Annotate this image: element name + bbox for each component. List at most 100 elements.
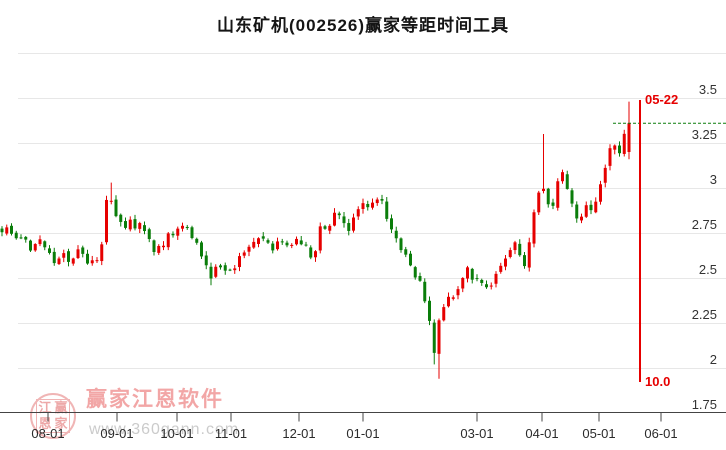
candle-body (176, 228, 180, 236)
candle-body (200, 242, 203, 257)
candle-body (513, 242, 517, 251)
price-tick-label: 3.5 (698, 82, 717, 97)
chart-title: 山东矿机(002526)赢家等距时间工具 (216, 16, 510, 35)
price-tick-label: 2.25 (691, 307, 717, 322)
watermark-url: www.360gann.com (89, 421, 240, 438)
candle-body (523, 255, 526, 267)
candle-body (109, 200, 113, 202)
candle-body (233, 268, 237, 271)
candle-body (195, 238, 199, 243)
candle-body (166, 233, 170, 248)
candle-body (238, 256, 241, 268)
candle-body (133, 219, 137, 229)
candle-body (209, 266, 213, 279)
candle-body (356, 209, 360, 217)
candle-body (347, 223, 351, 231)
candle-body (594, 201, 598, 213)
candle-body (266, 240, 270, 243)
candle-body (423, 281, 427, 302)
candle-body (24, 236, 28, 240)
candle-body (584, 205, 588, 217)
candle-body (337, 213, 341, 216)
candle-body (138, 223, 142, 229)
candle-body (124, 221, 127, 228)
candle-body (485, 284, 488, 288)
candle-body (409, 253, 412, 266)
candle-body (470, 268, 474, 280)
candle-body (380, 199, 384, 201)
candle-body (185, 226, 189, 229)
candle-body (5, 227, 9, 234)
candle-body (456, 289, 460, 296)
candle-body (128, 219, 132, 230)
candle-body (57, 258, 61, 265)
candle-body (48, 248, 51, 253)
month-tick-label: 11-01 (214, 426, 248, 441)
candle-body (38, 239, 42, 245)
candle-body (95, 260, 99, 262)
candle-body (494, 273, 498, 284)
month-tick-label: 12-01 (282, 426, 316, 441)
candle-body (518, 243, 522, 256)
candle-body (304, 244, 308, 246)
price-tick-label: 3 (709, 172, 717, 187)
candle-body (399, 238, 403, 251)
candle-body (252, 241, 256, 248)
candle-body (219, 265, 222, 268)
candle-body (204, 255, 208, 266)
month-tick-label: 05-01 (582, 426, 616, 441)
candle-body (299, 240, 303, 245)
price-tick-label: 2.5 (698, 262, 717, 277)
candle-body (105, 199, 108, 243)
candle-body (390, 218, 393, 230)
candle-body (466, 267, 469, 279)
price-tick-label: 1.75 (691, 397, 717, 412)
candle-body (608, 148, 612, 166)
candle-body (546, 188, 550, 205)
seal-char: 赢 (54, 400, 68, 415)
candle-body (214, 266, 218, 277)
candle-body (461, 277, 465, 289)
candle-body (323, 226, 327, 229)
month-tick-label: 09-01 (100, 426, 134, 441)
candle-body (0, 228, 4, 233)
candle-body (361, 203, 365, 209)
candle-body (290, 244, 294, 246)
seal-char: 江 (38, 400, 52, 415)
candle-body (333, 212, 336, 226)
candle-body (14, 232, 18, 239)
candle-body (242, 252, 246, 256)
candle-body (190, 227, 194, 239)
candle-body (527, 242, 531, 268)
candle-body (181, 225, 184, 229)
candle-body (62, 253, 66, 258)
candle-body (442, 307, 446, 321)
candle-body (542, 188, 545, 192)
candle-body (280, 241, 284, 243)
month-tick-label: 04-01 (525, 426, 559, 441)
candle-body (19, 237, 23, 239)
candle-body (71, 258, 75, 264)
candle-body (404, 249, 408, 255)
candle-body (508, 250, 512, 257)
price-tick-label: 2 (709, 352, 717, 367)
candle-body (285, 242, 289, 246)
candle-body (143, 225, 146, 232)
candle-body (489, 285, 493, 287)
time-line-date-label: 05-22 (645, 92, 679, 107)
candle-body (589, 204, 593, 211)
candle-body (314, 251, 317, 258)
candle-body (375, 199, 379, 204)
candle-body (451, 297, 455, 299)
candle-body (328, 225, 332, 231)
watermark-brand: 赢家江恩软件 (86, 388, 224, 411)
candle-body (551, 202, 555, 206)
candle-body (342, 216, 346, 224)
candle-body (114, 199, 118, 217)
candle-body (100, 244, 104, 262)
watermark-seal-characters: 江 赢 恩 家 (36, 399, 70, 433)
candle-body (570, 190, 574, 204)
candle-body (90, 260, 94, 264)
